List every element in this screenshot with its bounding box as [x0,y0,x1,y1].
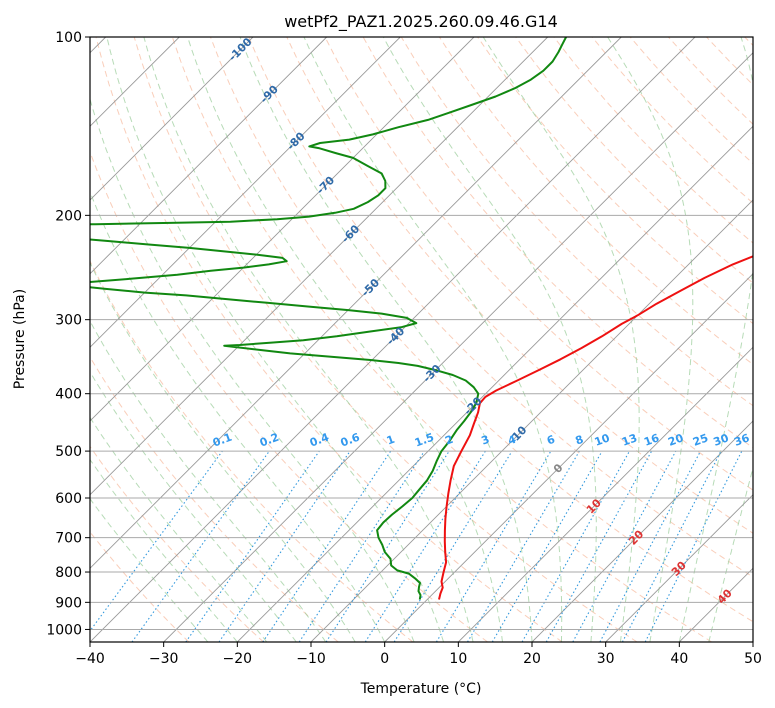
mixing-ratio-line [364,450,486,642]
x-tick-label: −40 [75,651,105,667]
moist-adiabat-line [382,37,597,642]
isotherm-line [163,52,753,642]
isotherm-line [90,37,622,569]
dry-adiabat-line [171,37,712,642]
moist-adiabat-line [90,416,268,642]
isotherm-line [90,37,401,348]
mixing-ratio-label: 0.6 [339,431,362,450]
mixing-ratio-line [185,450,320,642]
mixing-ratio-label: 2 [443,433,455,448]
y-tick-label: 700 [55,531,82,547]
dry-adiabat-line [90,445,264,642]
mixing-ratio-label: 1.5 [413,431,436,450]
mixing-ratio-label: 0.2 [258,431,281,450]
x-tick-label: 10 [449,651,467,667]
mixing-ratio-label: 8 [574,433,586,448]
mixing-ratio-line [435,450,552,642]
isotherm-line [90,37,475,422]
x-axis-ticks: −40 −30 −20 −10 0 10 20 30 40 50 [75,642,762,667]
moist-adiabat-line [90,370,297,642]
y-tick-label: 500 [55,444,82,460]
moist-adiabat-line [607,37,694,642]
dry-adiabat-line [95,37,563,642]
moist-adiabat-line [482,37,640,642]
profile-lines [90,37,753,600]
plot-frame [89,36,754,643]
mixing-ratio-line [325,450,450,642]
x-tick-label: −30 [149,651,179,667]
mixing-ratio-label: 6 [545,433,557,448]
mixing-ratio-label: 0.1 [211,431,234,450]
isotherm-line [531,420,753,642]
isotherm-line [457,346,753,642]
background-lines [90,37,753,642]
mixing-ratio-line [218,450,351,642]
isotherm-line [384,273,753,642]
x-tick-label: 40 [670,651,688,667]
mixing-ratio-label: 20 [666,431,685,449]
mixing-ratio-label: 0.4 [308,431,331,450]
isotherm-line [310,199,753,642]
x-tick-label: −10 [296,651,326,667]
x-tick-label: 0 [380,651,389,667]
x-tick-label: 50 [744,651,762,667]
isotherm-line [90,37,549,496]
mixing-ratio-label: 3 [480,433,492,448]
moist-adiabat-line [708,466,753,642]
isotherm-line [90,37,254,201]
isotherm-line [605,494,753,642]
dry-adiabat-line [515,37,753,284]
moist-adiabat-line [239,37,533,642]
moist-adiabat-line [187,37,503,642]
mixing-ratio-line [572,450,677,642]
mixing-ratio-label: 4 [506,433,518,448]
dry-adiabat-line [90,356,339,642]
moist-adiabat-line [90,320,327,642]
chart-title: wetPf2_PAZ1.2025.260.09.46.G14 [284,12,558,32]
pressure-gridlines [90,37,753,630]
mixing-ratio-label: 1 [385,433,397,448]
moist-adiabat-line [303,37,563,642]
y-tick-label: 900 [55,595,82,611]
dry-adiabat-line [286,37,753,534]
moist-adiabat-line [90,190,386,642]
mixing-ratio-line [545,450,653,642]
dry-adiabat-line [210,37,753,623]
x-tick-label: −20 [223,651,253,667]
y-tick-label: 400 [55,387,82,403]
mixing-ratio-line [521,450,630,642]
y-tick-label: 1000 [46,622,82,638]
mixing-ratio-label: 13 [620,431,639,448]
temperature-profile-line [438,255,753,600]
moist-adiabat-line [678,37,753,642]
isotherm-line [236,125,753,642]
y-tick-label: 800 [55,565,82,581]
mixing-ratio-label: 16 [642,431,661,449]
y-tick-label: 200 [55,208,82,224]
mixing-ratio-line [491,450,603,642]
moist-adiabat-line [90,497,209,642]
mixing-ratio-line [467,450,580,642]
y-tick-label: 600 [55,491,82,507]
mixing-ratio-line [393,450,513,642]
y-axis-ticks: 100 200 300 400 500 600 700 800 900 1000 [46,30,90,638]
x-axis-label: Temperature (°C) [360,681,482,697]
y-axis-label: Pressure (hPa) [12,289,28,389]
x-tick-label: 30 [597,651,615,667]
mixing-ratio-label: 30 [712,431,731,449]
isotherm-line [90,37,696,642]
x-tick-label: 20 [523,651,541,667]
moist-adiabat-line [90,458,238,642]
mixing-ratio-label: 25 [691,431,710,448]
dewpoint-profile-line [90,37,567,600]
y-tick-label: 300 [55,313,82,329]
mixing-ratio-label: 10 [593,431,612,449]
moist-adiabat-line [106,37,445,642]
mixing-ratio-label: 36 [732,431,751,449]
dry-adiabat-line [133,37,638,642]
y-tick-label: 100 [55,30,82,46]
dry-adiabat-line [248,37,753,578]
isotherm-line [90,37,328,275]
